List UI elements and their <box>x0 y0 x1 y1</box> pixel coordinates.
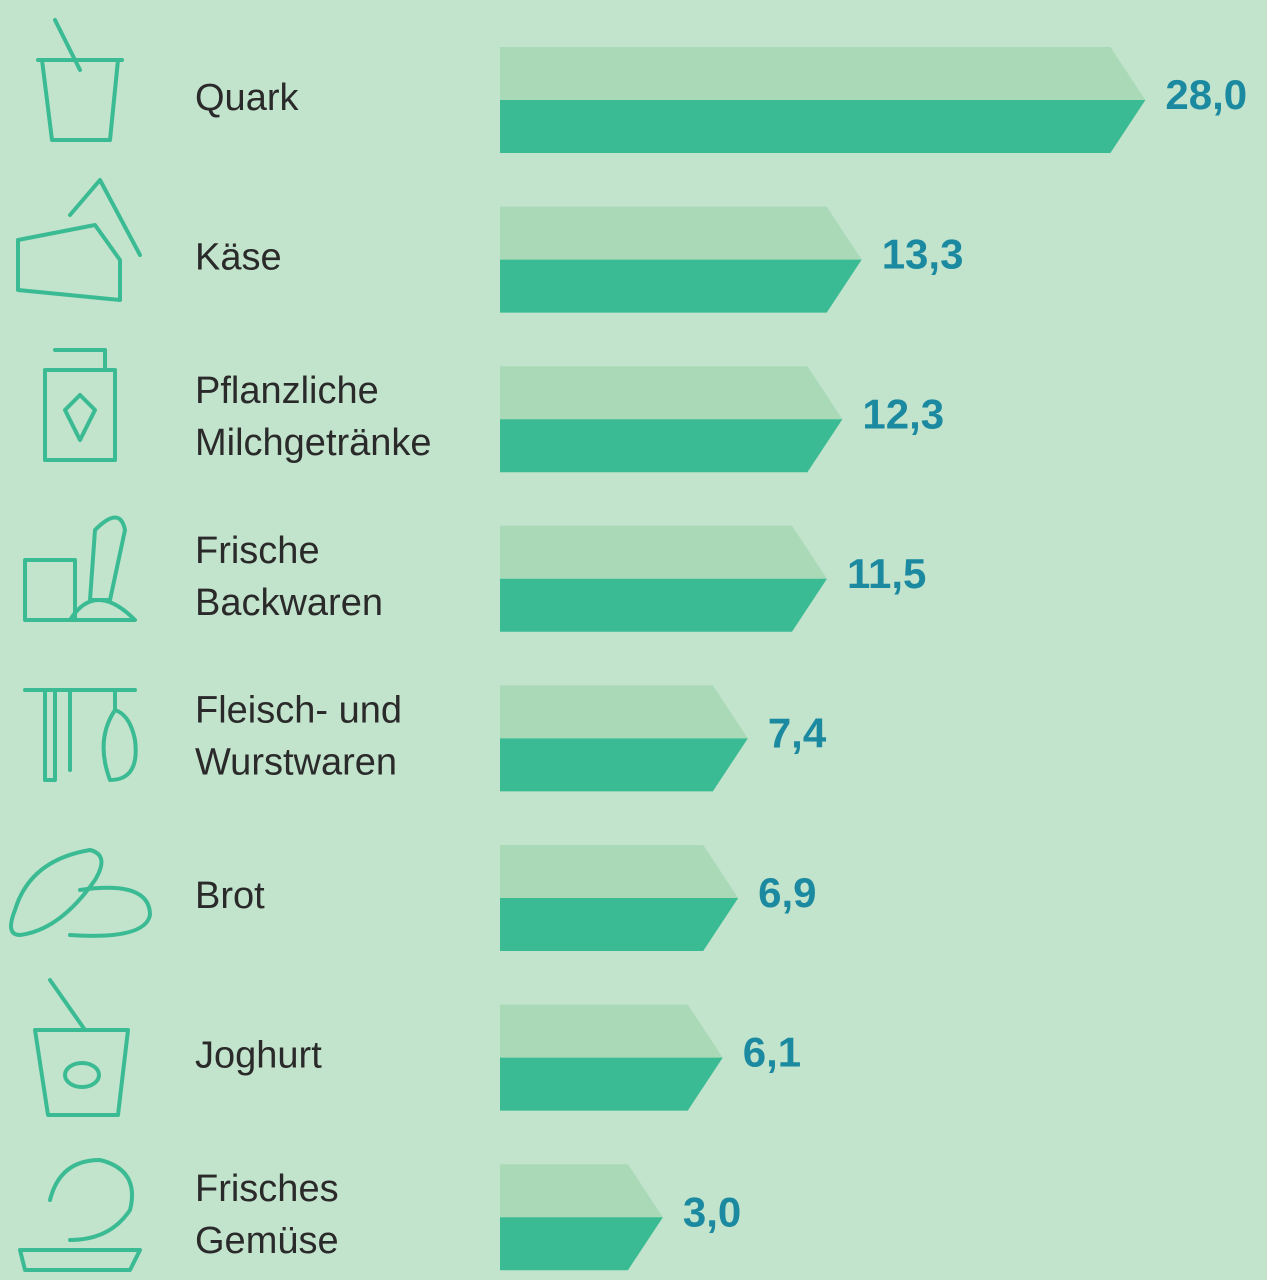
bar-bottom <box>500 259 862 313</box>
icon-backwaren <box>23 515 137 622</box>
category-label: Joghurt <box>195 1035 322 1077</box>
value-label: 13,3 <box>882 231 964 278</box>
category-label: Frisches <box>195 1168 339 1210</box>
category-label: Brot <box>195 875 265 917</box>
icons <box>9 18 152 1272</box>
bar-top <box>500 685 748 739</box>
bar-top <box>500 1004 723 1058</box>
icon-wurst <box>23 688 138 782</box>
bar-bottom <box>500 898 739 951</box>
icon-joghurt <box>33 978 130 1117</box>
category-label: Backwaren <box>195 582 383 624</box>
category-label: Wurstwaren <box>195 741 397 783</box>
category-label: Milchgetränke <box>195 422 432 464</box>
bar-top <box>500 845 739 898</box>
bar-bottom <box>500 1057 723 1111</box>
category-label: Käse <box>195 237 282 279</box>
bar-top <box>500 366 843 420</box>
bar-bottom <box>500 738 748 792</box>
bar-top <box>500 47 1146 100</box>
category-label: Pflanzliche <box>195 370 379 412</box>
bar-bottom <box>500 100 1146 153</box>
bar-top <box>500 525 827 579</box>
value-label: 12,3 <box>862 390 944 437</box>
category-label: Fleisch- und <box>195 689 402 731</box>
icon-milch <box>43 348 117 462</box>
value-label: 6,1 <box>743 1029 801 1076</box>
bar-top <box>500 1164 663 1218</box>
category-label: Frische <box>195 530 320 572</box>
value-label: 3,0 <box>683 1188 741 1235</box>
bar-top <box>500 206 862 260</box>
value-label: 11,5 <box>847 550 926 597</box>
icon-gemuese <box>18 1158 142 1272</box>
bar-bottom <box>500 578 827 632</box>
value-label: 6,9 <box>758 869 816 916</box>
bar-bottom <box>500 419 843 473</box>
icon-kaese <box>16 178 142 302</box>
icon-brot <box>9 848 152 938</box>
category-label: Quark <box>195 77 299 119</box>
category-label: Gemüse <box>195 1220 339 1262</box>
icon-quark <box>36 18 124 142</box>
value-label: 7,4 <box>768 709 827 756</box>
bar-bottom <box>500 1217 663 1271</box>
value-label: 28,0 <box>1165 71 1247 118</box>
